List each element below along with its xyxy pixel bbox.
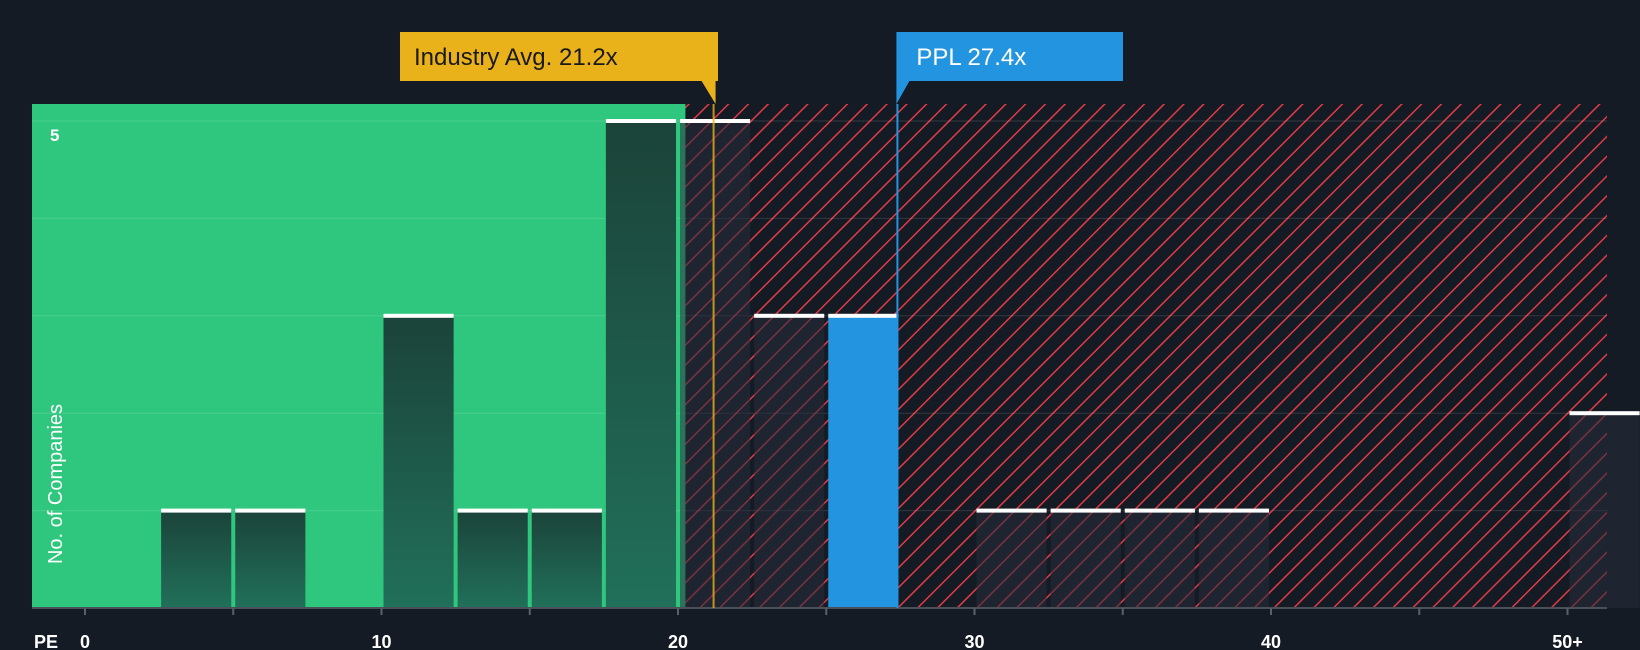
histogram-bar: [161, 510, 232, 608]
bar-cap: [531, 508, 602, 513]
histogram-bars: [161, 119, 1640, 608]
bar-cap: [828, 313, 899, 318]
histogram-bar: [754, 315, 825, 608]
bar-cap: [976, 508, 1047, 513]
company-pe-callout: [896, 32, 1123, 104]
histogram-bar: [1569, 413, 1640, 608]
bar-cap: [383, 313, 454, 318]
x-tick-label: 20: [668, 632, 688, 650]
company-marker: PPL 27.4x: [896, 32, 1123, 608]
histogram-bar: [383, 315, 454, 608]
histogram-bar: [605, 121, 676, 608]
highlighted-bar: [828, 315, 899, 608]
histogram-bar: [1198, 510, 1269, 608]
industry-avg-marker: Industry Avg. 21.2x: [400, 32, 718, 608]
x-tick-label: 10: [371, 632, 391, 650]
x-tick-label: 50+: [1552, 632, 1583, 650]
histogram-bar: [457, 510, 528, 608]
bar-cap: [235, 508, 306, 513]
bar-cap: [457, 508, 528, 513]
histogram-bar: [1050, 510, 1121, 608]
industry-avg-label: Industry Avg. 21.2x: [414, 44, 618, 71]
x-tick-label: 30: [964, 632, 984, 650]
company-pe-label: PPL 27.4x: [916, 44, 1026, 71]
y-tick-label: 5: [50, 126, 59, 145]
bar-cap: [161, 508, 232, 513]
bar-cap: [1198, 508, 1269, 513]
x-tick-label: 40: [1261, 632, 1281, 650]
x-tick-label: 0: [80, 632, 90, 650]
y-axis-label: No. of Companies: [45, 404, 67, 564]
bar-cap: [605, 119, 676, 123]
histogram-bar: [976, 510, 1047, 608]
x-axis-ticks: 0 10 20 30 40 50+: [80, 608, 1583, 650]
bar-cap: [1050, 508, 1121, 513]
histogram-bar: [1124, 510, 1195, 608]
bar-cap: [680, 119, 751, 123]
histogram-bar: [235, 510, 306, 608]
bar-cap: [1124, 508, 1195, 513]
bar-cap: [754, 313, 825, 318]
histogram-bar: [680, 121, 751, 608]
x-axis-label: PE: [34, 632, 58, 650]
histogram-bar: [531, 510, 602, 608]
industry-avg-callout: [400, 32, 718, 104]
bar-cap: [1569, 411, 1640, 416]
